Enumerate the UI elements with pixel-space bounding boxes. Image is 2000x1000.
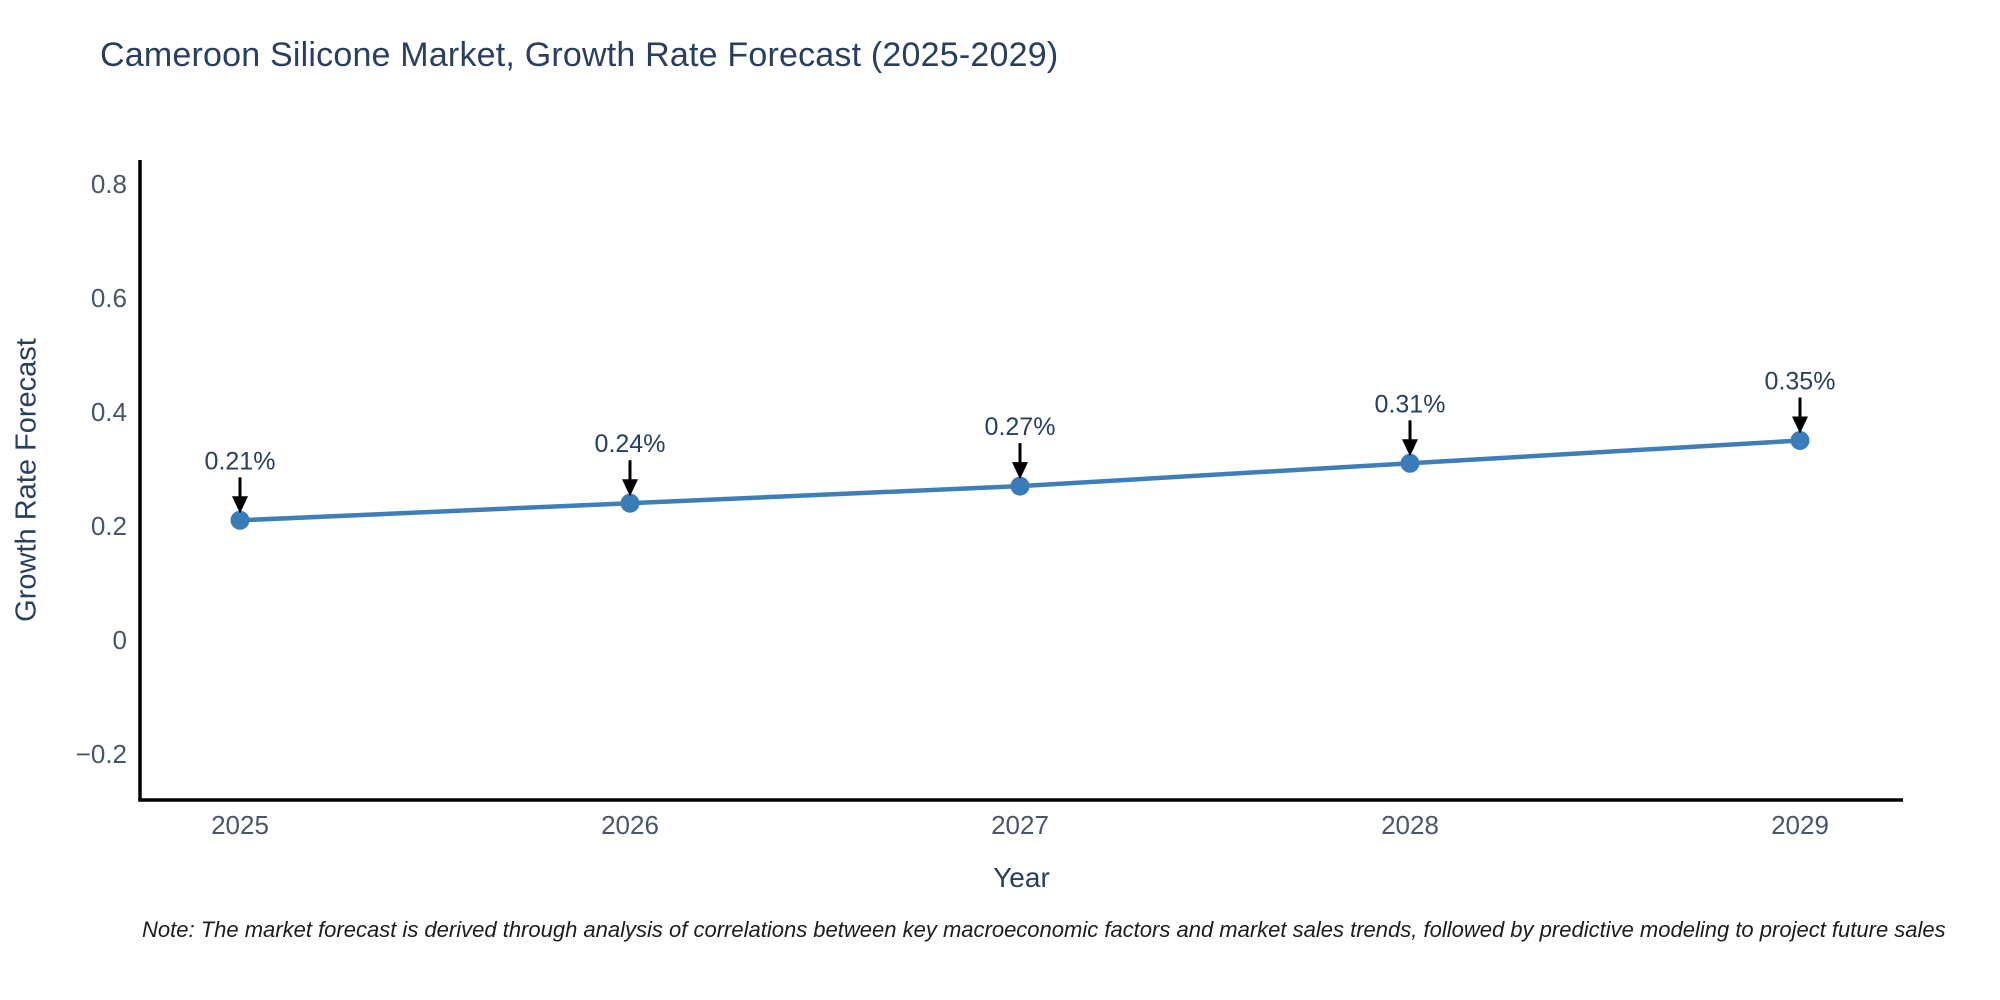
annotation-arrowhead-icon — [1792, 416, 1808, 434]
y-tick-label: −0.2 — [76, 739, 127, 769]
y-axis-title: Growth Rate Forecast — [10, 338, 43, 622]
y-tick-label: 0.4 — [91, 397, 127, 427]
point-annotations: 0.21% 0.24% 0.27% 0.31% 0.35% — [205, 368, 1836, 514]
x-tick-label: 2025 — [211, 810, 269, 840]
point-value-label: 0.35% — [1765, 368, 1836, 396]
chart-title: Cameroon Silicone Market, Growth Rate Fo… — [100, 36, 1059, 74]
data-point-marker[interactable] — [230, 510, 250, 530]
data-point-marker[interactable] — [620, 493, 640, 513]
y-tick-label: 0.6 — [91, 283, 127, 313]
x-tick-label: 2029 — [1771, 810, 1829, 840]
data-point-marker[interactable] — [1010, 476, 1030, 496]
point-value-label: 0.31% — [1375, 390, 1446, 418]
y-tick-label: 0.2 — [91, 511, 127, 541]
data-point-marker[interactable] — [1790, 431, 1810, 450]
x-axis-tick-labels: 2025 2026 2027 2028 2029 — [211, 810, 1829, 840]
x-tick-label: 2027 — [991, 810, 1049, 840]
point-value-label: 0.27% — [985, 413, 1056, 441]
axes — [138, 160, 1903, 802]
x-axis-title: Year — [993, 862, 1050, 893]
footnote: Note: The market forecast is derived thr… — [142, 917, 1946, 942]
annotation-arrowhead-icon — [1402, 439, 1418, 457]
y-axis-tick-labels: 0.8 0.6 0.4 0.2 0 −0.2 — [76, 169, 127, 769]
point-value-label: 0.24% — [595, 430, 666, 458]
annotation-arrowhead-icon — [1012, 462, 1028, 480]
data-point-marker[interactable] — [1400, 453, 1420, 473]
y-tick-label: 0 — [113, 625, 127, 655]
annotation-arrowhead-icon — [622, 479, 638, 497]
annotation-arrowhead-icon — [232, 496, 248, 514]
forecast-line-series — [230, 431, 1810, 530]
x-tick-label: 2028 — [1381, 810, 1439, 840]
point-value-label: 0.21% — [205, 447, 276, 475]
x-tick-label: 2026 — [601, 810, 659, 840]
y-tick-label: 0.8 — [91, 169, 127, 199]
